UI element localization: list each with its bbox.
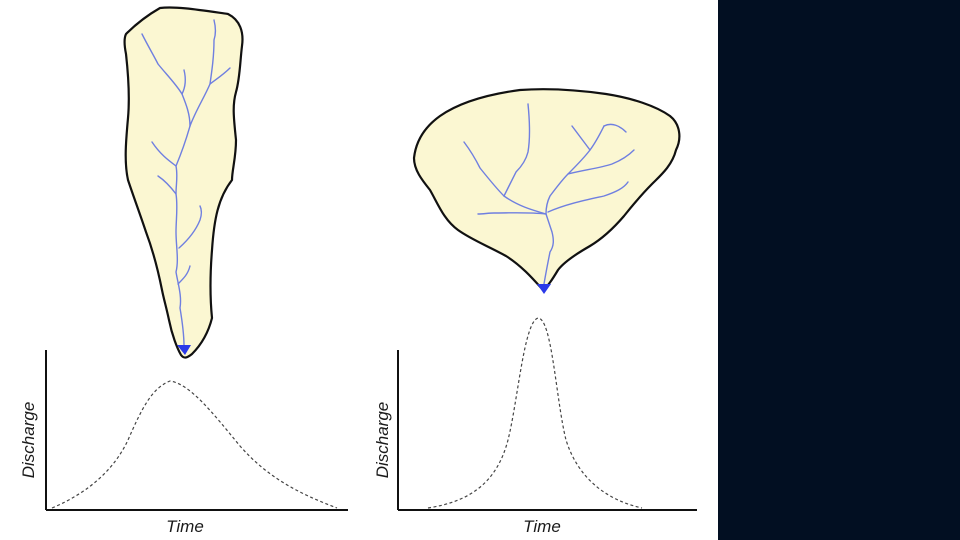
river-branch [157,175,177,195]
river-branch [189,19,217,127]
river-branch [571,125,591,151]
river-branch [503,103,531,197]
elongated-basin-group [123,6,244,359]
river-branch [209,67,231,85]
river-branch [567,149,635,175]
figure-canvas: Time Discharge Time Discharge [19,6,697,536]
left-hydrograph-curve [51,380,338,509]
circular-basin-outlet [537,284,551,294]
hydrograph-comparison-figure: Time Discharge Time Discharge [19,6,697,536]
river-branch [547,181,629,213]
river-branch [178,205,203,249]
elongated-basin-outline [123,6,244,359]
river-branch [177,265,191,285]
river-branch [603,123,627,133]
river-main-channel [141,33,191,347]
left-y-axis-label: Discharge [19,402,38,479]
river-main-channel [543,125,605,285]
right-hydrograph: Time Discharge [373,317,697,536]
right-y-axis-label: Discharge [373,402,392,479]
circular-river-network [463,103,635,285]
elongated-basin-outlet [177,345,191,355]
elongated-river-network [141,19,231,347]
river-branch [151,141,177,167]
circular-basin-outline [412,88,681,292]
left-x-axis-label: Time [166,517,204,536]
dark-side-panel [718,0,960,540]
right-x-axis-label: Time [523,517,561,536]
river-branch [463,141,547,215]
circular-basin-group [412,88,681,294]
river-branch [181,69,187,95]
river-branch [477,212,547,215]
left-hydrograph: Time Discharge [19,350,348,536]
right-hydrograph-curve [427,317,643,509]
